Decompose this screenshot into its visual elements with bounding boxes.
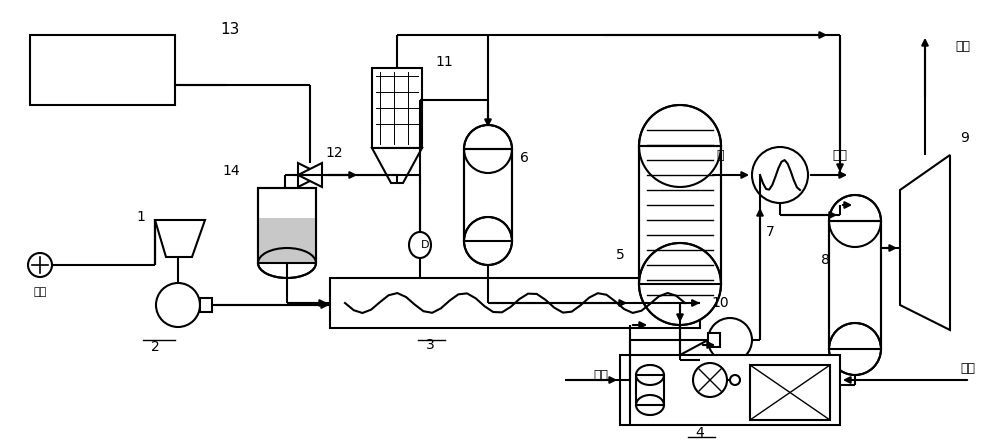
Text: 3: 3	[426, 338, 434, 352]
Text: 12: 12	[325, 146, 343, 160]
Bar	[750, 365, 830, 420]
Bar	[639, 146, 721, 284]
Ellipse shape	[636, 365, 664, 415]
Polygon shape	[372, 148, 422, 183]
Text: 蒸汽: 蒸汽	[832, 149, 848, 162]
Circle shape	[28, 253, 52, 277]
Bar	[330, 278, 700, 328]
Bar	[258, 188, 316, 263]
Bar	[258, 188, 316, 263]
Bar	[30, 35, 175, 105]
Bar	[636, 375, 664, 405]
Bar	[200, 298, 212, 312]
Circle shape	[752, 147, 808, 203]
Text: 4: 4	[696, 426, 704, 440]
Text: 水: 水	[716, 149, 724, 162]
Ellipse shape	[829, 323, 881, 375]
Text: 11: 11	[435, 55, 453, 69]
Ellipse shape	[636, 365, 664, 385]
Text: 10: 10	[711, 296, 729, 310]
Text: D: D	[421, 240, 429, 250]
Text: 14: 14	[222, 164, 240, 178]
Circle shape	[156, 283, 200, 327]
Ellipse shape	[639, 105, 721, 187]
Bar	[464, 149, 512, 241]
Text: 廢氣: 廢氣	[955, 40, 970, 53]
Text: 廢水: 廢水	[33, 287, 47, 297]
Polygon shape	[900, 155, 950, 330]
Text: 2: 2	[151, 340, 159, 354]
Text: 8: 8	[821, 253, 830, 267]
Bar	[372, 68, 422, 148]
Ellipse shape	[829, 195, 881, 247]
Text: 9: 9	[960, 131, 969, 145]
Ellipse shape	[464, 217, 512, 265]
Text: 6: 6	[520, 151, 529, 165]
Text: 1: 1	[136, 210, 145, 224]
Bar	[258, 218, 316, 263]
Ellipse shape	[409, 232, 431, 258]
Bar	[639, 146, 721, 284]
Ellipse shape	[258, 248, 316, 278]
Polygon shape	[298, 163, 322, 187]
Bar	[708, 333, 720, 347]
Ellipse shape	[639, 243, 721, 325]
Polygon shape	[298, 163, 322, 187]
Ellipse shape	[636, 395, 664, 415]
Text: 氧氣: 氧氣	[593, 369, 608, 381]
Polygon shape	[155, 220, 205, 257]
Bar	[620, 355, 840, 425]
Bar	[829, 221, 881, 349]
Bar	[464, 149, 512, 241]
Circle shape	[693, 363, 727, 397]
Circle shape	[708, 318, 752, 362]
Text: 13: 13	[220, 22, 239, 37]
Bar	[636, 375, 664, 405]
Bar	[829, 221, 881, 349]
Ellipse shape	[464, 125, 512, 173]
Text: 5: 5	[616, 248, 625, 262]
Circle shape	[730, 375, 740, 385]
Text: 空氣: 空氣	[960, 362, 975, 374]
Text: 7: 7	[766, 225, 774, 239]
